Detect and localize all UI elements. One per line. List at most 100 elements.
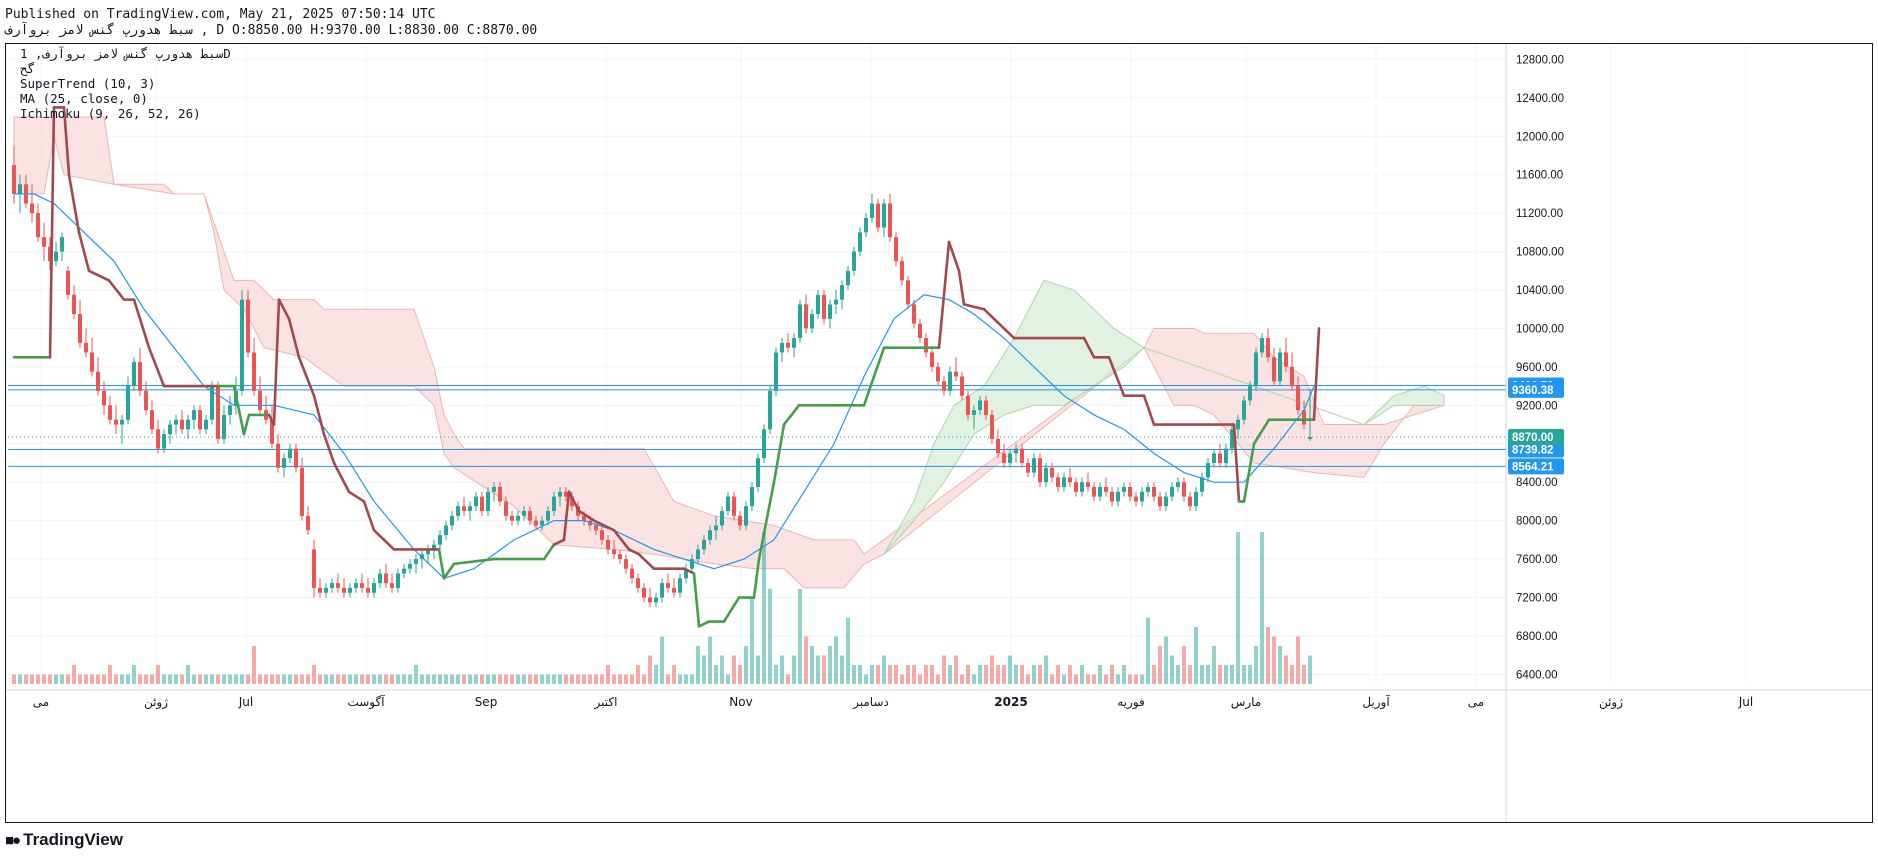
volume-bar (288, 674, 292, 684)
volume-bar (816, 655, 820, 684)
x-tick-label: می (1468, 695, 1484, 709)
volume-bar (672, 665, 676, 684)
volume-bar (426, 674, 430, 684)
legend-ma[interactable]: MA (25, close, 0) (20, 91, 148, 106)
supertrend-segment (452, 557, 496, 566)
supertrend-segment (562, 490, 571, 542)
volume-bar (924, 665, 928, 684)
volume-bar (54, 674, 58, 684)
volume-bar (1092, 674, 1096, 684)
supertrend-segment (322, 432, 336, 465)
candle-body (72, 294, 76, 315)
volume-bar (1206, 665, 1210, 684)
supertrend-segment (1252, 418, 1271, 446)
candle-body (84, 342, 88, 353)
volume-bar (786, 674, 790, 684)
volume-bar (270, 674, 274, 684)
volume-bar (414, 665, 418, 684)
volume-bar (630, 674, 634, 684)
candle-body (582, 515, 586, 521)
volume-bar (216, 674, 220, 684)
volume-bar (156, 665, 160, 684)
volume-bar (150, 674, 154, 684)
volume-bar (378, 674, 382, 684)
volume-bar (1008, 655, 1012, 684)
candle-body (1020, 448, 1024, 463)
candle-body (864, 217, 868, 233)
supertrend-segment (147, 346, 166, 388)
candle-body (180, 419, 184, 430)
candle-body (1278, 352, 1282, 382)
candle-body (822, 294, 826, 319)
volume-bar (1248, 665, 1252, 684)
volume-bar (756, 655, 760, 684)
candle-body (804, 304, 808, 329)
candle-body (678, 578, 682, 593)
candle-body (780, 342, 784, 353)
volume-bar (474, 674, 478, 684)
last-price-tag[interactable]: 8870.00 (1512, 432, 1554, 444)
candle-body (498, 487, 502, 502)
legend-ichimoku[interactable]: Ichimoku (9, 26, 52, 26) (20, 106, 201, 121)
candle-body (726, 496, 730, 512)
supertrend-segment (872, 346, 886, 378)
candle-body (210, 386, 214, 420)
y-tick-label: 8400.00 (1516, 477, 1558, 489)
candle-body (1176, 482, 1180, 488)
volume-bar (468, 674, 472, 684)
x-tick-label: Jul (1738, 695, 1753, 709)
ohlc-line: سبط هدورپ گنس لامز بروآرف , D O:8850.00 … (5, 23, 538, 38)
level-price-tag[interactable]: 8564.21 (1512, 461, 1554, 473)
chart-frame[interactable]: 6400.00 6800.00 7200.00 7600.00 8000.00 8400.… (5, 43, 1873, 823)
candle-body (564, 491, 568, 497)
volume-bar (1014, 665, 1018, 684)
volume-bar (1194, 627, 1198, 684)
chart-canvas[interactable]: 6400.00 6800.00 7200.00 7600.00 8000.00 8400.… (6, 44, 1872, 822)
candle-body (348, 587, 352, 593)
level-price-tag-bg (1508, 381, 1564, 398)
candle-body (660, 583, 664, 598)
level-price-tag[interactable]: 8739.82 (1512, 445, 1554, 457)
supertrend-segment (242, 413, 251, 436)
volume-bar (972, 674, 976, 684)
volume-bar (390, 674, 394, 684)
supertrend-segment (372, 528, 396, 551)
volume-bar (36, 674, 40, 684)
candle-body (432, 544, 436, 550)
level-price-tag[interactable]: 9360.38 (1512, 385, 1554, 397)
volume-bar (1212, 646, 1216, 684)
candle-body (1242, 400, 1246, 420)
supertrend-segment (612, 528, 631, 551)
volume-bar (1140, 674, 1144, 684)
supertrend-segment (77, 231, 91, 273)
volume-bar (1164, 636, 1168, 684)
brand-name: TradingView (23, 830, 123, 849)
tradingview-brand[interactable]: ■● TradingView (5, 830, 123, 850)
volume-bar (402, 674, 406, 684)
volume-bar (1290, 665, 1294, 684)
volume-bar (1158, 646, 1162, 684)
volume-bar (1176, 665, 1180, 684)
volume-bar (276, 674, 280, 684)
volume-bar (618, 674, 622, 684)
volume-bar (654, 665, 658, 684)
candle-body (480, 496, 484, 512)
supertrend-segment (772, 423, 786, 484)
volume-bar (1032, 665, 1036, 684)
supertrend-segment (722, 596, 741, 623)
candle-body (1308, 437, 1312, 439)
volume-bar (72, 665, 76, 684)
candle-body (786, 342, 790, 348)
volume-bar (408, 674, 412, 684)
volume-bar (24, 674, 28, 684)
volume-bar (1038, 665, 1042, 684)
candle-body (906, 280, 910, 305)
candle-body (60, 237, 64, 252)
volume-bar (192, 674, 196, 684)
candle-body (642, 587, 646, 598)
volume-bar (948, 665, 952, 684)
ma-line[interactable] (14, 193, 1315, 579)
legend-supertrend[interactable]: SuperTrend (10, 3) (20, 76, 156, 91)
volume-bar (1218, 665, 1222, 684)
candle-body (936, 366, 940, 382)
